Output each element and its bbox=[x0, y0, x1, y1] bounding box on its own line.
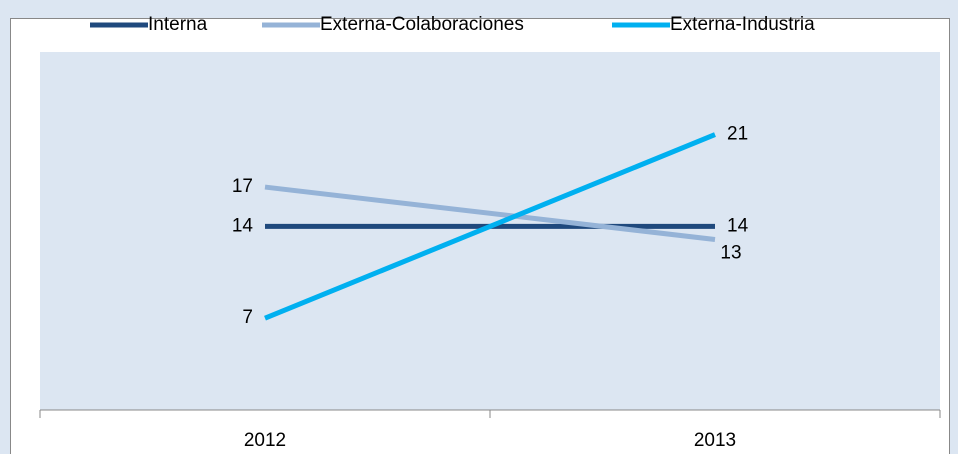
data-label: 7 bbox=[242, 307, 253, 328]
plot-area bbox=[40, 52, 940, 410]
data-label: 21 bbox=[727, 124, 748, 145]
line-series bbox=[264, 132, 716, 321]
legend-label: Externa-Colaboraciones bbox=[320, 14, 524, 35]
data-label: 17 bbox=[232, 176, 253, 197]
legend-label: Externa-Industria bbox=[670, 14, 815, 35]
x-tick-label: 2013 bbox=[694, 430, 736, 451]
data-label: 14 bbox=[727, 215, 749, 236]
x-tick-label: 2012 bbox=[244, 430, 286, 451]
data-label: 13 bbox=[720, 243, 741, 264]
legend-label: Interna bbox=[148, 14, 208, 35]
data-label: 14 bbox=[232, 215, 254, 236]
line-series bbox=[264, 184, 716, 243]
